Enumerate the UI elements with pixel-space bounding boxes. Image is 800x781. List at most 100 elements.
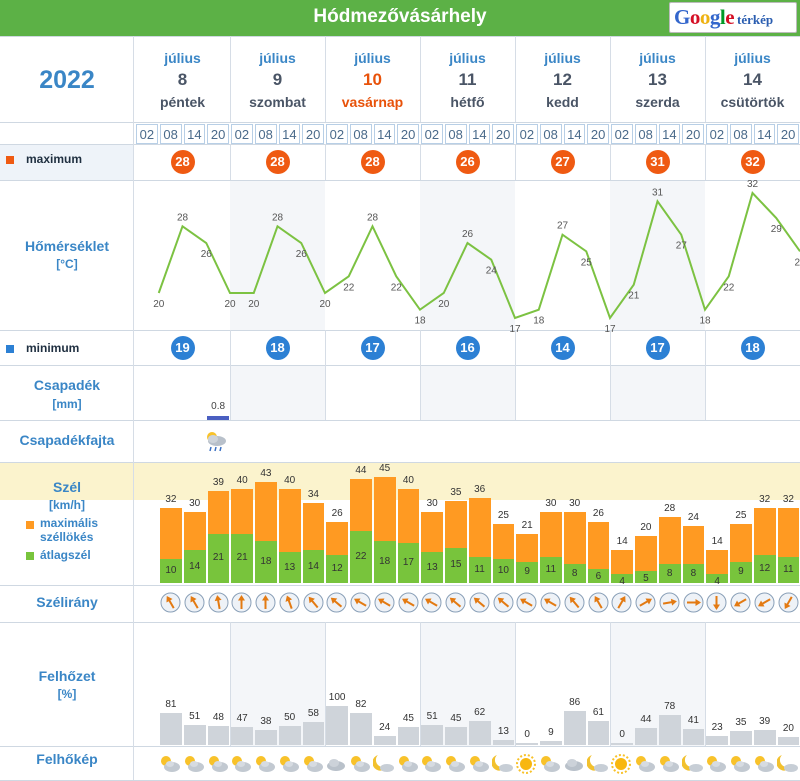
row-divider [0, 746, 800, 747]
day-number: 10 [363, 70, 382, 89]
shaded-column [420, 365, 515, 420]
day-month: július [544, 50, 581, 66]
temperature-unit: [°C] [56, 257, 78, 271]
row-divider [0, 420, 800, 421]
day-weekday: vasárnap [341, 94, 404, 110]
hour-cell: 20 [682, 124, 704, 144]
day-divider [610, 365, 611, 420]
day-header: július 8 péntek [135, 36, 230, 122]
day-number: 13 [648, 70, 667, 89]
day-divider [705, 622, 706, 746]
wind-dir-label: Szélirány [36, 594, 98, 610]
day-divider [420, 365, 421, 420]
hour-cell: 02 [326, 124, 348, 144]
cloud-image-label: Felhőkép [36, 751, 98, 767]
day-number: 11 [458, 70, 477, 89]
day-divider [705, 36, 706, 122]
day-header: július 14 csütörtök [705, 36, 800, 122]
hour-cell: 08 [444, 124, 467, 144]
day-divider [230, 365, 231, 420]
day-divider [515, 365, 516, 420]
day-divider [420, 622, 421, 746]
temperature-label: Hőmérséklet [24, 238, 110, 254]
day-weekday: hétfő [450, 94, 485, 110]
day-divider [230, 622, 231, 746]
day-month: július [449, 50, 486, 66]
hour-cell: 14 [563, 124, 586, 144]
day-header: július 9 szombat [230, 36, 325, 122]
hour-cell: 08 [634, 124, 657, 144]
day-header: július 10 vasárnap [325, 36, 420, 122]
day-divider [325, 365, 326, 420]
hour-cell: 14 [658, 124, 681, 144]
day-divider [325, 622, 326, 746]
shaded-column [420, 180, 515, 330]
min-marker-icon [6, 345, 14, 353]
row-divider [0, 144, 800, 145]
hour-cell: 14 [753, 124, 776, 144]
wind-label: Szél [52, 479, 81, 495]
day-month: július [354, 50, 391, 66]
day-divider [705, 144, 706, 180]
day-divider [610, 622, 611, 746]
precip-label: Csapadék [33, 377, 101, 393]
hour-cell: 02 [611, 124, 633, 144]
hour-cell: 08 [539, 124, 562, 144]
row-divider [0, 122, 800, 123]
google-map-link[interactable]: Google térkép [669, 2, 797, 33]
hour-cell: 14 [278, 124, 301, 144]
day-divider [515, 622, 516, 746]
max-row-data-bg [134, 144, 800, 180]
row-divider [0, 180, 800, 181]
max-marker-icon [6, 156, 14, 164]
hour-cell: 14 [373, 124, 396, 144]
hour-cell: 08 [159, 124, 182, 144]
shaded-column [610, 365, 705, 420]
google-logo: Google [674, 5, 735, 29]
row-divider [0, 330, 800, 331]
row-divider [0, 622, 800, 623]
day-divider [325, 36, 326, 122]
day-month: július [164, 50, 201, 66]
hour-cell: 02 [516, 124, 538, 144]
day-divider [515, 330, 516, 365]
avg-legend-label: átlagszél [40, 548, 91, 562]
row-divider [0, 462, 800, 463]
day-divider [230, 36, 231, 122]
row-divider [0, 36, 800, 37]
hour-row: 02 08 14 20 02 08 14 20 02 08 14 20 02 08 14 20 02 08 14 20… [0, 124, 800, 144]
hour-cell: 20 [397, 124, 419, 144]
day-divider [610, 330, 611, 365]
shaded-column [420, 622, 515, 746]
cloud-label: Felhőzet [38, 668, 96, 684]
hour-cell: 14 [468, 124, 491, 144]
day-divider [420, 36, 421, 122]
day-header-row: július 8 péntek július 9 szombat július 10 vasár… [0, 36, 800, 122]
hour-cell: 14 [183, 124, 206, 144]
row-divider [0, 365, 800, 366]
day-month: július [734, 50, 771, 66]
day-weekday: kedd [546, 94, 579, 110]
day-divider [420, 330, 421, 365]
shaded-column [610, 180, 705, 330]
hour-cell: 20 [492, 124, 514, 144]
year-label: 2022 [39, 66, 95, 94]
gust-marker-icon [26, 521, 34, 529]
shaded-column [230, 365, 325, 420]
hour-cell: 02 [706, 124, 728, 144]
day-weekday: szerda [635, 94, 680, 110]
day-number: 8 [177, 70, 188, 89]
day-divider [325, 144, 326, 180]
day-divider [610, 36, 611, 122]
shaded-column [230, 180, 325, 330]
hour-cell: 20 [777, 124, 799, 144]
day-month: július [259, 50, 296, 66]
hour-cell: 20 [207, 124, 229, 144]
day-weekday: csütörtök [720, 94, 785, 110]
precip-type-label: Csapadékfajta [19, 432, 115, 448]
day-divider [610, 144, 611, 180]
wind-unit: [km/h] [49, 498, 85, 512]
city-title: Hódmezővásárhely [313, 6, 487, 27]
day-header: július 11 hétfő [420, 36, 515, 122]
row-divider [0, 585, 800, 586]
